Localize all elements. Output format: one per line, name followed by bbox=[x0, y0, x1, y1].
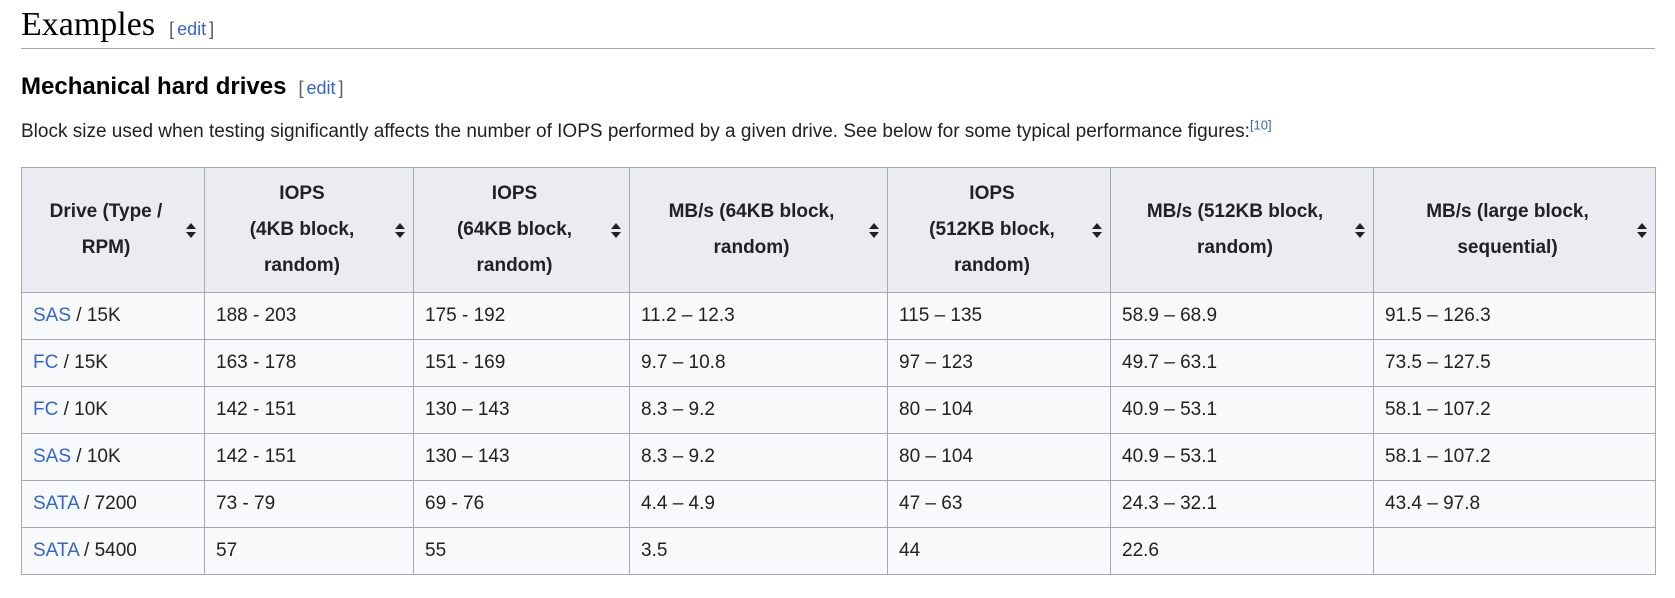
value-cell: 91.5 – 126.3 bbox=[1373, 292, 1656, 340]
value-cell: 97 – 123 bbox=[887, 339, 1111, 387]
value-cell: 40.9 – 53.1 bbox=[1110, 386, 1374, 434]
column-header-label: Drive (Type / RPM) bbox=[49, 201, 163, 258]
column-header-1[interactable]: Drive (Type / RPM) bbox=[21, 167, 205, 293]
drive-type-link[interactable]: SATA bbox=[33, 493, 79, 514]
drive-cell: SAS / 15K bbox=[21, 292, 205, 340]
value-cell: 142 - 151 bbox=[204, 386, 414, 434]
sort-both-icon bbox=[186, 222, 196, 238]
value-cell: 142 - 151 bbox=[204, 433, 414, 481]
sort-both-icon bbox=[1092, 222, 1102, 238]
drive-type-link[interactable]: SAS bbox=[33, 305, 72, 326]
value-cell: 58.1 – 107.2 bbox=[1373, 433, 1656, 481]
value-cell: 8.3 – 9.2 bbox=[629, 386, 888, 434]
drive-type-link[interactable]: SAS bbox=[33, 446, 72, 467]
column-header-2[interactable]: IOPS (4KB block, random) bbox=[204, 167, 414, 293]
value-cell: 188 - 203 bbox=[204, 292, 414, 340]
value-cell: 73 - 79 bbox=[204, 480, 414, 528]
value-cell: 43.4 – 97.8 bbox=[1373, 480, 1656, 528]
sort-both-icon bbox=[1637, 222, 1647, 238]
section-title: Examples bbox=[21, 6, 156, 43]
column-header-label: IOPS (4KB block, random) bbox=[249, 183, 355, 276]
edit-link-h2[interactable]: edit bbox=[177, 19, 207, 39]
edit-section-h3: [edit] bbox=[298, 78, 343, 98]
reference-link[interactable]: [10] bbox=[1249, 117, 1272, 133]
edit-bracket-open: [ bbox=[169, 19, 175, 39]
table-header-row: Drive (Type / RPM) IOPS (4KB block, rando… bbox=[21, 167, 1656, 293]
intro-text: Block size used when testing significant… bbox=[21, 121, 1250, 142]
value-cell: 58.1 – 107.2 bbox=[1373, 386, 1656, 434]
value-cell: 151 - 169 bbox=[413, 339, 630, 387]
value-cell: 55 bbox=[413, 527, 630, 575]
table-row: FC / 10K 142 - 151 130 – 143 8.3 – 9.2 80 – … bbox=[21, 386, 1656, 434]
sort-both-icon bbox=[1355, 222, 1365, 238]
intro-paragraph: Block size used when testing significant… bbox=[21, 118, 1655, 143]
drive-cell: SATA / 5400 bbox=[21, 527, 205, 575]
value-cell: 11.2 – 12.3 bbox=[629, 292, 888, 340]
table-body: SAS / 15K 188 - 203 175 - 192 11.2 – 12.3 11… bbox=[21, 292, 1656, 575]
value-cell: 57 bbox=[204, 527, 414, 575]
value-cell: 130 – 143 bbox=[413, 386, 630, 434]
column-header-4[interactable]: MB/s (64KB block, random) bbox=[629, 167, 888, 293]
sort-both-icon bbox=[611, 222, 621, 238]
value-cell: 4.4 – 4.9 bbox=[629, 480, 888, 528]
column-header-label: IOPS (64KB block, random) bbox=[456, 183, 573, 276]
edit-link-h3[interactable]: edit bbox=[306, 78, 336, 98]
value-cell: 8.3 – 9.2 bbox=[629, 433, 888, 481]
value-cell: 163 - 178 bbox=[204, 339, 414, 387]
table-row: FC / 15K 163 - 178 151 - 169 9.7 – 10.8 97 –… bbox=[21, 339, 1656, 387]
sort-both-icon bbox=[395, 222, 405, 238]
drive-type-link[interactable]: FC bbox=[33, 352, 59, 373]
value-cell: 22.6 bbox=[1110, 527, 1374, 575]
column-header-7[interactable]: MB/s (large block, sequential) bbox=[1373, 167, 1656, 293]
sort-both-icon bbox=[869, 222, 879, 238]
drive-cell: FC / 15K bbox=[21, 339, 205, 387]
table-row: SATA / 7200 73 - 79 69 - 76 4.4 – 4.9 47 – 6… bbox=[21, 480, 1656, 528]
column-header-3[interactable]: IOPS (64KB block, random) bbox=[413, 167, 630, 293]
column-header-label: MB/s (large block, sequential) bbox=[1426, 201, 1589, 258]
edit-bracket-close: ] bbox=[209, 19, 215, 39]
table-row: SAS / 10K 142 - 151 130 – 143 8.3 – 9.2 80 –… bbox=[21, 433, 1656, 481]
table-row: SATA / 5400 57 55 3.5 44 22.6 bbox=[21, 527, 1656, 575]
value-cell: 40.9 – 53.1 bbox=[1110, 433, 1374, 481]
drive-cell: SATA / 7200 bbox=[21, 480, 205, 528]
table-row: SAS / 15K 188 - 203 175 - 192 11.2 – 12.3 11… bbox=[21, 292, 1656, 340]
drive-type-link[interactable]: FC bbox=[33, 399, 59, 420]
drive-type-link[interactable]: SATA bbox=[33, 540, 79, 561]
column-header-5[interactable]: IOPS (512KB block, random) bbox=[887, 167, 1111, 293]
column-header-label: MB/s (64KB block, random) bbox=[668, 201, 835, 258]
value-cell: 115 – 135 bbox=[887, 292, 1111, 340]
value-cell: 24.3 – 32.1 bbox=[1110, 480, 1374, 528]
value-cell: 80 – 104 bbox=[887, 386, 1111, 434]
value-cell: 49.7 – 63.1 bbox=[1110, 339, 1374, 387]
column-header-label: IOPS (512KB block, random) bbox=[929, 183, 1055, 276]
value-cell bbox=[1373, 527, 1656, 575]
drive-cell: SAS / 10K bbox=[21, 433, 205, 481]
value-cell: 80 – 104 bbox=[887, 433, 1111, 481]
edit-section-h2: [edit] bbox=[169, 19, 214, 39]
edit-bracket-close: ] bbox=[338, 78, 344, 98]
value-cell: 69 - 76 bbox=[413, 480, 630, 528]
column-header-label: MB/s (512KB block, random) bbox=[1146, 201, 1324, 258]
value-cell: 3.5 bbox=[629, 527, 888, 575]
subsection-heading-block: Mechanical hard drives [edit] bbox=[21, 74, 1655, 100]
value-cell: 44 bbox=[887, 527, 1111, 575]
subsection-title: Mechanical hard drives bbox=[21, 73, 287, 100]
value-cell: 58.9 – 68.9 bbox=[1110, 292, 1374, 340]
reference-superscript: [10] bbox=[1250, 118, 1272, 133]
value-cell: 73.5 – 127.5 bbox=[1373, 339, 1656, 387]
drive-cell: FC / 10K bbox=[21, 386, 205, 434]
value-cell: 47 – 63 bbox=[887, 480, 1111, 528]
iops-performance-table: Drive (Type / RPM) IOPS (4KB block, rando… bbox=[21, 167, 1656, 575]
column-header-6[interactable]: MB/s (512KB block, random) bbox=[1110, 167, 1374, 293]
value-cell: 130 – 143 bbox=[413, 433, 630, 481]
value-cell: 175 - 192 bbox=[413, 292, 630, 340]
section-heading-block: Examples [edit] bbox=[21, 5, 1655, 49]
value-cell: 9.7 – 10.8 bbox=[629, 339, 888, 387]
edit-bracket-open: [ bbox=[298, 78, 304, 98]
